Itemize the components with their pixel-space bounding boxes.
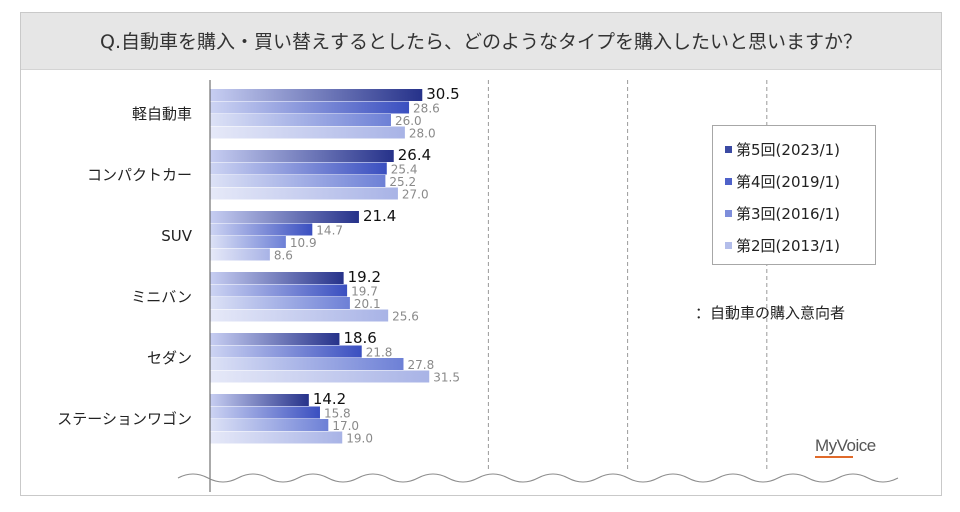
title-bar: Q.自動車を購入・買い替えするとしたら、どのようなタイプを購入したいと思いますか… — [21, 13, 941, 70]
brand-logo: MyVoice — [815, 436, 876, 455]
legend-swatch — [725, 209, 732, 217]
data-label: 18.6 — [343, 329, 376, 347]
data-label: 26.4 — [398, 146, 431, 164]
respondent-note: ：自動車の購入意向者 — [695, 304, 846, 322]
bar — [210, 309, 389, 322]
data-label: 25.6 — [392, 310, 419, 324]
bar — [210, 162, 387, 175]
data-label: 14.7 — [316, 224, 343, 238]
legend-item: 第3回(2016/1) — [725, 197, 875, 229]
bar — [210, 236, 286, 248]
bar — [210, 175, 386, 187]
brand-underline — [815, 456, 853, 458]
bar — [210, 126, 405, 139]
data-label: 8.6 — [274, 249, 293, 263]
data-label: 31.5 — [433, 371, 460, 385]
category-label: ステーションワゴン — [57, 410, 192, 428]
chart-title: Q.自動車を購入・買い替えするとしたら、どのようなタイプを購入したいと思いますか… — [100, 31, 862, 53]
legend-swatch — [725, 177, 732, 185]
data-label: 14.2 — [313, 390, 346, 408]
bar — [210, 284, 348, 297]
data-label: 21.8 — [366, 346, 393, 360]
data-label: 21.4 — [363, 207, 396, 225]
data-label: 19.7 — [351, 285, 378, 299]
legend-label: 第2回(2013/1) — [736, 236, 841, 255]
bar — [210, 406, 320, 419]
legend-item: 第2回(2013/1) — [725, 229, 875, 261]
bar — [210, 272, 344, 284]
legend-swatch — [725, 145, 732, 153]
bar — [210, 248, 270, 261]
bar — [210, 419, 329, 431]
data-label: 30.5 — [426, 85, 459, 103]
legend-item: 第4回(2019/1) — [725, 165, 875, 197]
data-label: 19.0 — [346, 432, 373, 446]
category-label: SUV — [161, 227, 193, 245]
category-label: コンパクトカー — [87, 166, 192, 184]
bar — [210, 101, 410, 114]
data-label: 15.8 — [324, 407, 351, 421]
legend-label: 第5回(2023/1) — [736, 140, 841, 159]
category-label: セダン — [147, 349, 192, 367]
bar — [210, 114, 391, 126]
data-label: 28.6 — [413, 102, 440, 116]
bar — [210, 297, 350, 309]
legend-label: 第3回(2016/1) — [736, 204, 841, 223]
legend-swatch — [725, 241, 732, 249]
category-label: ミニバン — [131, 288, 192, 306]
legend-item: 第5回(2023/1) — [725, 133, 875, 165]
data-label: 25.4 — [391, 163, 418, 177]
data-label: 20.1 — [354, 297, 381, 311]
data-label: 19.2 — [348, 268, 381, 286]
data-label: 25.2 — [389, 175, 416, 189]
bar — [210, 431, 343, 444]
data-label: 10.9 — [290, 236, 317, 250]
bar — [210, 89, 423, 101]
bar — [210, 345, 362, 358]
bar — [210, 370, 430, 383]
axis-break-wave — [177, 473, 899, 483]
bar — [210, 333, 340, 345]
data-label: 17.0 — [332, 419, 359, 433]
data-label: 27.8 — [407, 358, 434, 372]
bar — [210, 223, 313, 236]
data-label: 27.0 — [402, 188, 429, 202]
bar — [210, 394, 309, 406]
legend: 第5回(2023/1) 第4回(2019/1) 第3回(2016/1) 第2回(… — [712, 125, 876, 265]
bar — [210, 358, 404, 370]
bar — [210, 150, 394, 162]
bar — [210, 187, 398, 200]
bar — [210, 211, 359, 223]
data-label: 28.0 — [409, 127, 436, 141]
data-label: 26.0 — [395, 114, 422, 128]
legend-label: 第4回(2019/1) — [736, 172, 841, 191]
category-label: 軽自動車 — [132, 105, 192, 123]
